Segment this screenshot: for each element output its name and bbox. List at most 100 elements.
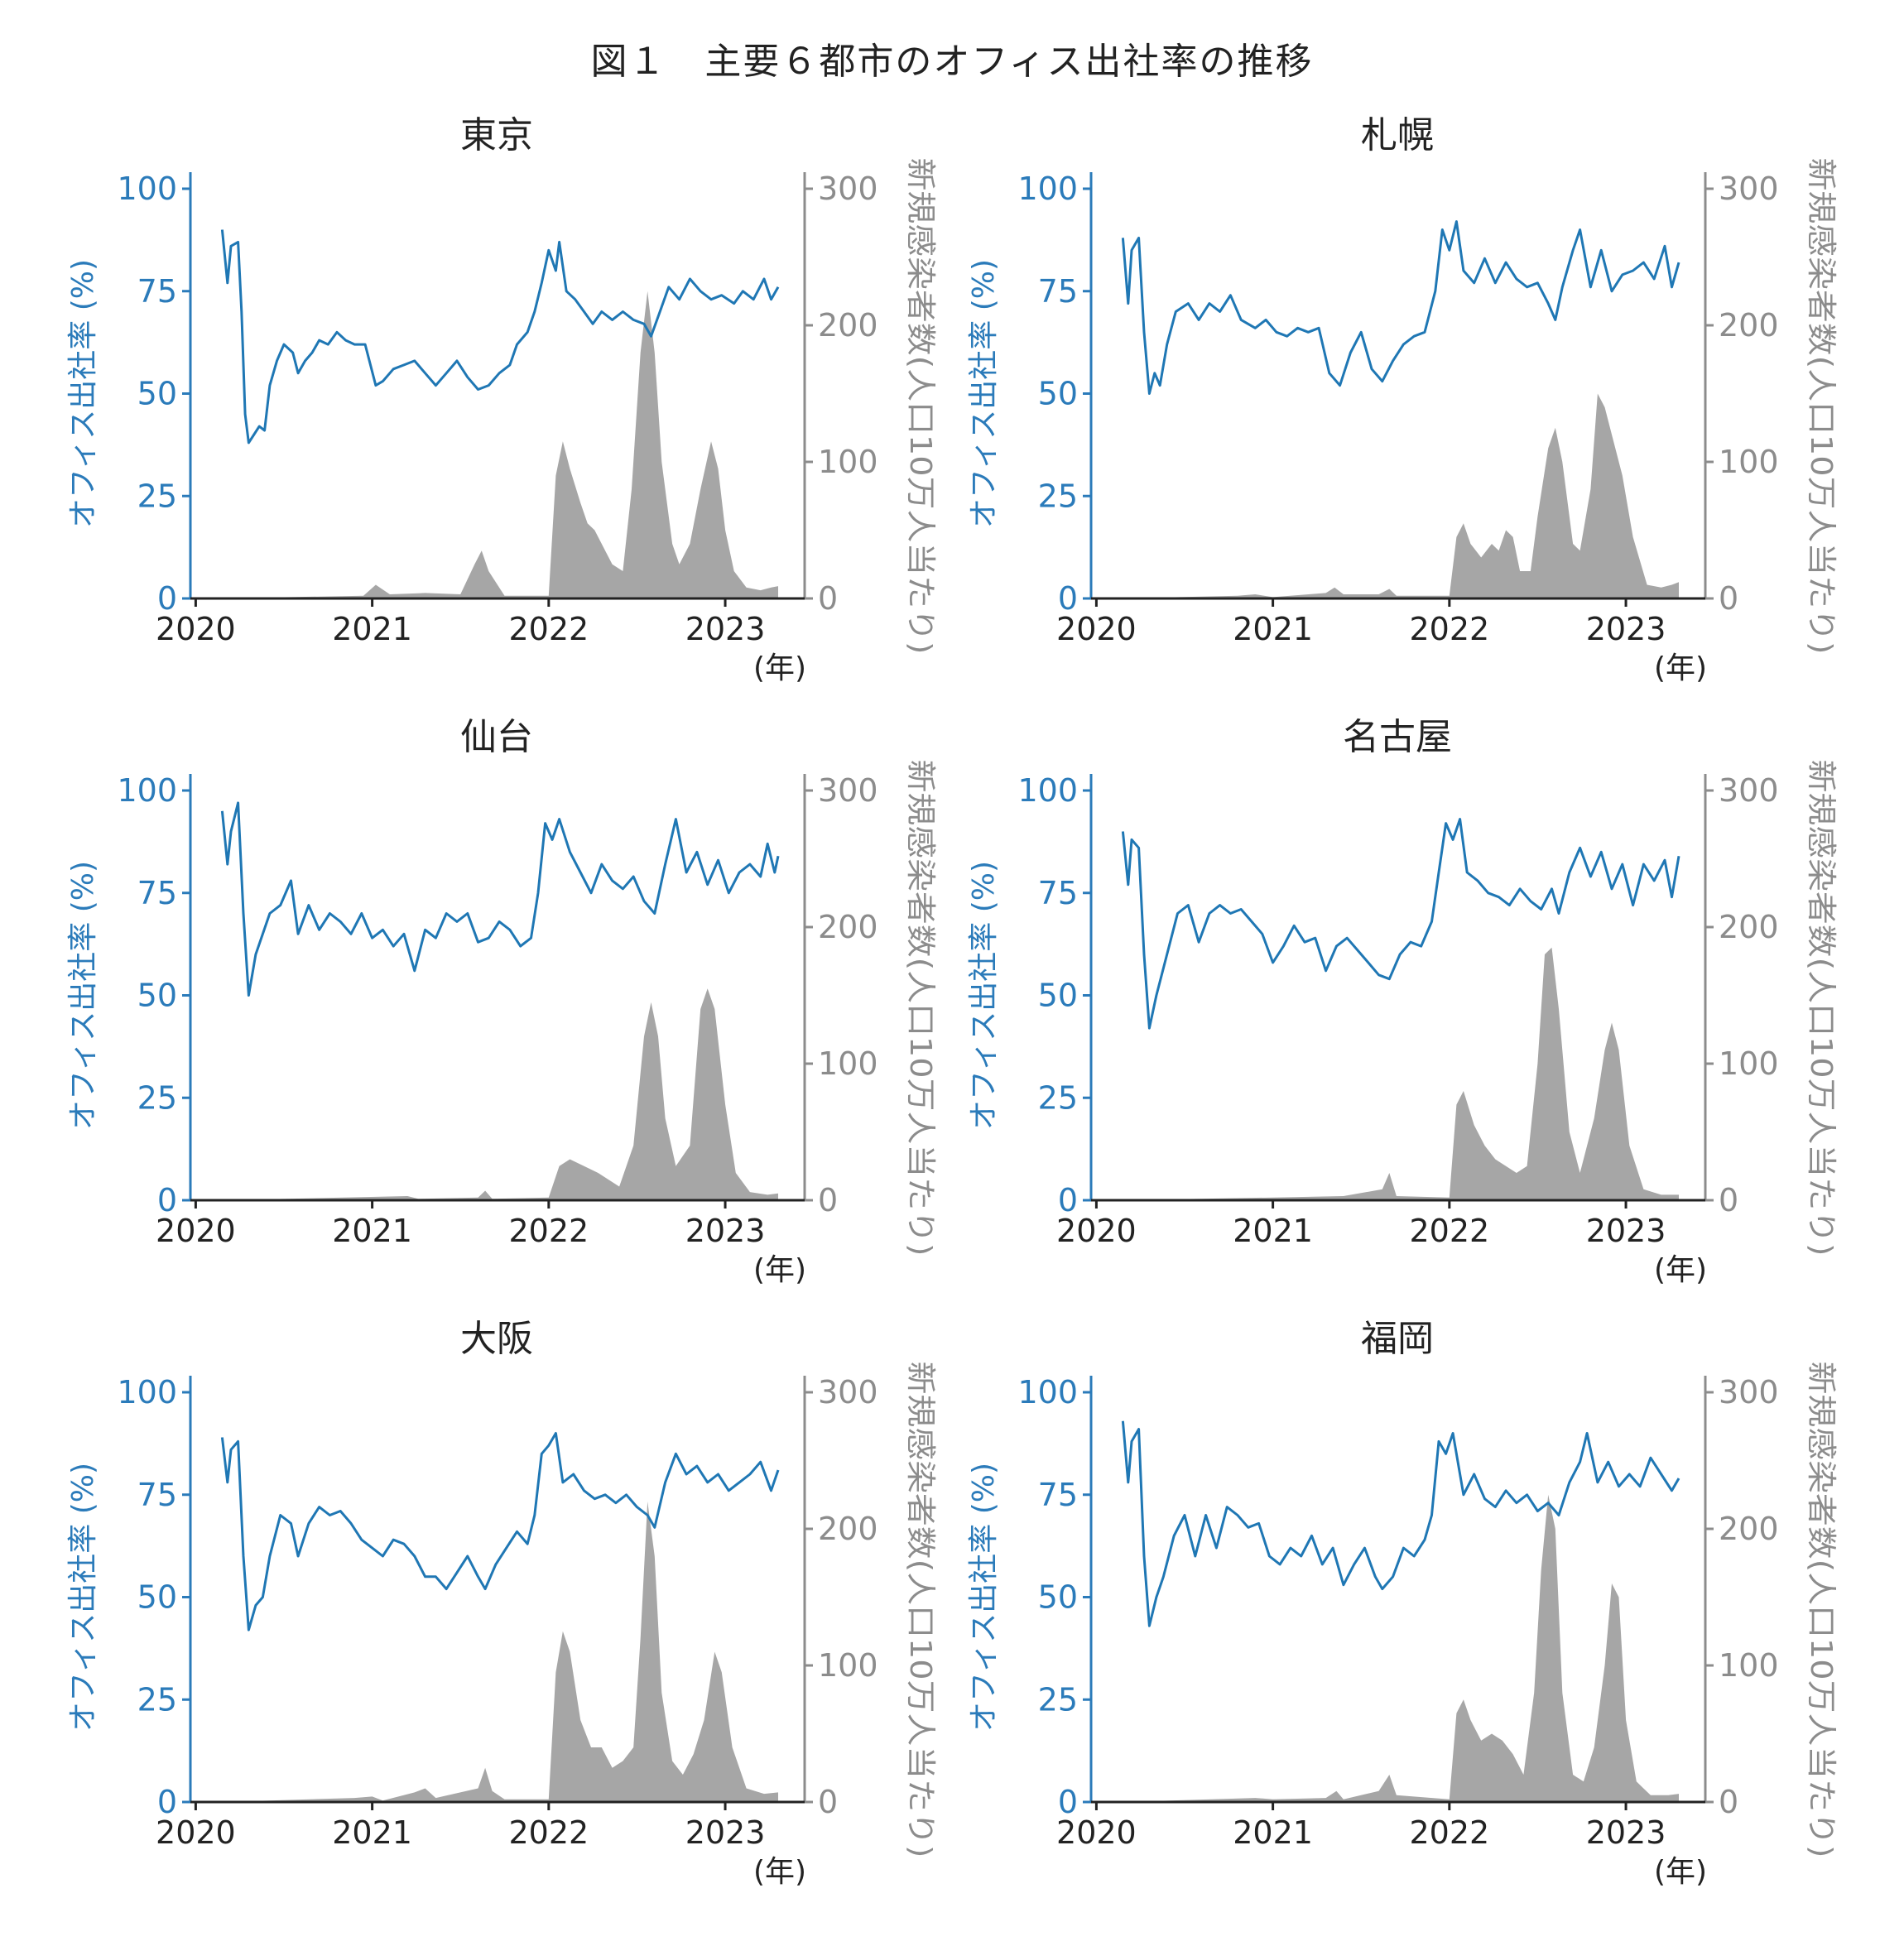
left-tick-label: 50 xyxy=(137,1579,177,1616)
x-tick-label: 2020 xyxy=(156,1814,236,1851)
x-tick-label: 2023 xyxy=(1586,1213,1666,1249)
cases-area xyxy=(1123,947,1679,1200)
figure-title: 図１ 主要６都市のオフィス出社率の推移 xyxy=(590,41,1314,83)
left-tick-label: 100 xyxy=(1017,772,1078,809)
x-tick-label: 2022 xyxy=(508,611,589,647)
right-tick-label: 100 xyxy=(1719,1647,1779,1684)
x-tick-label: 2020 xyxy=(156,1213,236,1249)
left-tick-label: 50 xyxy=(1038,978,1078,1014)
right-axis-title: 新規感染者数(人口10万人当たり) xyxy=(903,760,937,1257)
right-axis-title: 新規感染者数(人口10万人当たり) xyxy=(1804,760,1838,1257)
office-rate-line xyxy=(1121,1420,1680,1627)
left-axis-title: オフィス出社率 (%) xyxy=(967,1463,1001,1732)
left-axis-title: オフィス出社率 (%) xyxy=(967,861,1001,1130)
x-tick-label: 2020 xyxy=(156,611,236,647)
x-tick-label: 2022 xyxy=(1409,1814,1489,1851)
x-unit-label: (年) xyxy=(1654,1855,1707,1889)
x-unit-label: (年) xyxy=(1654,1253,1707,1287)
left-tick-label: 100 xyxy=(117,772,177,809)
right-tick-label: 200 xyxy=(1719,1511,1779,1547)
left-tick-label: 0 xyxy=(157,580,177,617)
x-tick-label: 2020 xyxy=(1056,1814,1137,1851)
right-tick-label: 100 xyxy=(1719,1045,1779,1082)
chart-panel-2: 札幌 0 25 50 75 100 0 100 200 300 2020 2021 2022 2023 (年… xyxy=(967,114,1838,685)
office-rate-line xyxy=(1121,818,1680,1030)
x-tick-label: 2023 xyxy=(1586,1814,1666,1851)
panel-title: 東京 xyxy=(460,114,533,156)
right-tick-label: 300 xyxy=(1719,1374,1779,1410)
left-tick-label: 0 xyxy=(1058,1784,1078,1820)
right-tick-label: 0 xyxy=(818,580,838,617)
left-tick-label: 0 xyxy=(157,1182,177,1218)
left-tick-label: 25 xyxy=(1038,1079,1078,1116)
left-axis-title: オフィス出社率 (%) xyxy=(967,259,1001,528)
cases-area xyxy=(1123,1494,1679,1802)
right-axis-title: 新規感染者数(人口10万人当たり) xyxy=(1804,158,1838,655)
x-tick-label: 2022 xyxy=(508,1814,589,1851)
panel-title: 名古屋 xyxy=(1343,716,1452,758)
right-tick-label: 0 xyxy=(818,1784,838,1820)
left-tick-label: 25 xyxy=(137,1079,177,1116)
x-unit-label: (年) xyxy=(1654,651,1707,685)
right-tick-label: 100 xyxy=(1719,444,1779,480)
x-tick-label: 2020 xyxy=(1056,1213,1137,1249)
panel-title: 大阪 xyxy=(460,1318,533,1360)
right-axis-title: 新規感染者数(人口10万人当たり) xyxy=(1804,1362,1838,1858)
right-tick-label: 300 xyxy=(1719,171,1779,207)
right-tick-label: 100 xyxy=(818,1045,878,1082)
panel-title: 福岡 xyxy=(1361,1318,1434,1360)
right-tick-label: 300 xyxy=(818,772,878,809)
x-tick-label: 2022 xyxy=(508,1213,589,1249)
left-tick-label: 50 xyxy=(137,978,177,1014)
chart-panel-4: 名古屋 0 25 50 75 100 0 100 200 300 2020 2021 2022 2023 (… xyxy=(967,716,1838,1287)
left-tick-label: 50 xyxy=(137,376,177,412)
left-tick-label: 75 xyxy=(1038,875,1078,911)
cases-area xyxy=(222,988,778,1200)
left-tick-label: 100 xyxy=(117,1374,177,1410)
cases-area xyxy=(222,291,778,598)
right-tick-label: 200 xyxy=(1719,307,1779,344)
right-axis-title: 新規感染者数(人口10万人当たり) xyxy=(903,158,937,655)
chart-panel-3: 仙台 0 25 50 75 100 0 100 200 300 2020 2021 2022 2023 (年… xyxy=(66,716,937,1287)
right-tick-label: 0 xyxy=(1719,1182,1738,1218)
chart-panel-1: 東京 0 25 50 75 100 0 100 200 300 2020 2021 2022 2023 (年… xyxy=(66,114,937,685)
x-unit-label: (年) xyxy=(753,651,806,685)
x-tick-label: 2020 xyxy=(1056,611,1137,647)
left-tick-label: 25 xyxy=(137,1681,177,1718)
cases-area xyxy=(1123,393,1679,598)
right-tick-label: 0 xyxy=(818,1182,838,1218)
right-tick-label: 300 xyxy=(1719,772,1779,809)
chart-panel-6: 福岡 0 25 50 75 100 0 100 200 300 2020 2021 2022 2023 (年… xyxy=(967,1318,1838,1889)
left-tick-label: 0 xyxy=(157,1784,177,1820)
left-tick-label: 75 xyxy=(1038,1477,1078,1513)
left-tick-label: 50 xyxy=(1038,1579,1078,1616)
chart-panel-5: 大阪 0 25 50 75 100 0 100 200 300 2020 2021 2022 2023 (年… xyxy=(66,1318,937,1889)
x-tick-label: 2022 xyxy=(1409,1213,1489,1249)
left-tick-label: 25 xyxy=(1038,478,1078,514)
office-rate-line xyxy=(220,229,780,445)
panel-title: 仙台 xyxy=(460,716,533,758)
office-rate-line xyxy=(220,801,780,997)
x-tick-label: 2023 xyxy=(685,1814,766,1851)
left-tick-label: 75 xyxy=(137,1477,177,1513)
left-tick-label: 50 xyxy=(1038,376,1078,412)
right-tick-label: 200 xyxy=(818,307,878,344)
x-tick-label: 2021 xyxy=(332,1814,412,1851)
right-tick-label: 300 xyxy=(818,1374,878,1410)
right-tick-label: 100 xyxy=(818,444,878,480)
x-tick-label: 2023 xyxy=(685,1213,766,1249)
right-tick-label: 0 xyxy=(1719,1784,1738,1820)
cases-area xyxy=(222,1502,778,1802)
panel-title: 札幌 xyxy=(1361,114,1434,156)
right-tick-label: 200 xyxy=(818,1511,878,1547)
left-axis-title: オフィス出社率 (%) xyxy=(66,1463,100,1732)
left-tick-label: 75 xyxy=(137,875,177,911)
x-tick-label: 2022 xyxy=(1409,611,1489,647)
office-rate-line xyxy=(1121,220,1680,395)
x-tick-label: 2021 xyxy=(332,611,412,647)
x-tick-label: 2021 xyxy=(1233,611,1313,647)
right-tick-label: 100 xyxy=(818,1647,878,1684)
right-tick-label: 300 xyxy=(818,171,878,207)
